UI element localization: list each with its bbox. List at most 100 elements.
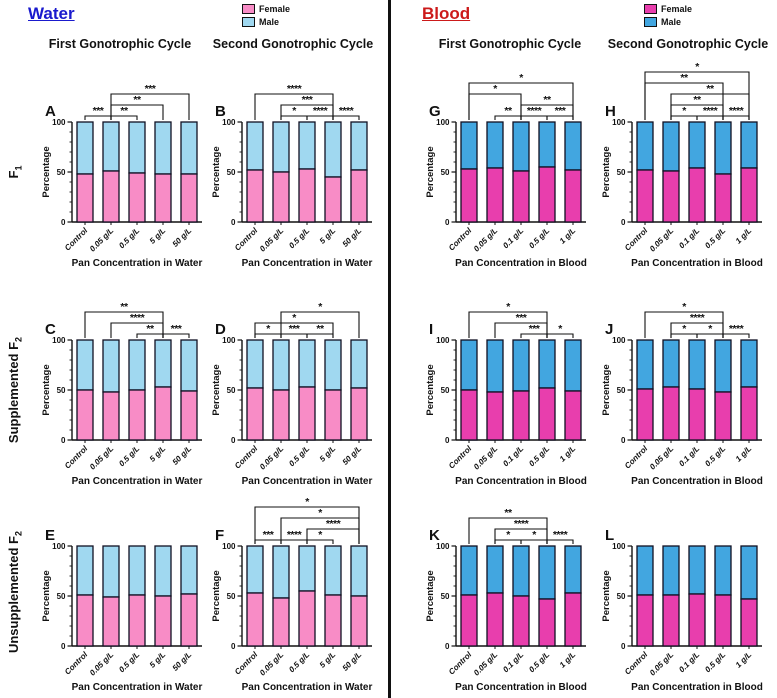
water-section-title: Water	[28, 4, 75, 23]
svg-text:Percentage: Percentage	[211, 146, 222, 197]
row-label-f1: F1	[6, 62, 28, 282]
svg-text:*: *	[318, 529, 323, 541]
svg-text:Pan Concentration in Blood: Pan Concentration in Blood	[631, 682, 763, 693]
svg-text:5 g/L: 5 g/L	[148, 444, 168, 464]
svg-text:Percentage: Percentage	[211, 570, 222, 621]
svg-text:0: 0	[621, 642, 626, 651]
svg-text:0.05 g/L: 0.05 g/L	[258, 650, 286, 678]
svg-text:100: 100	[436, 542, 450, 551]
svg-text:***: ***	[529, 323, 541, 335]
chart-panel-f: *** **** * **** * * 0 50 100 Control 0.05 g/L 0.5 g…	[210, 484, 380, 696]
svg-text:*: *	[532, 529, 537, 541]
svg-text:Control: Control	[63, 444, 90, 471]
water-first-cycle-header: First Gonotrophic Cycle	[48, 37, 192, 51]
svg-text:0.1 g/L: 0.1 g/L	[677, 444, 701, 468]
female-swatch-icon	[644, 3, 657, 14]
svg-text:I: I	[429, 321, 433, 338]
legend-item-female: Female	[242, 3, 290, 14]
svg-text:Control: Control	[447, 444, 474, 471]
svg-text:0.5 g/L: 0.5 g/L	[703, 650, 727, 674]
svg-text:*: *	[318, 301, 323, 313]
svg-text:K: K	[429, 527, 440, 544]
svg-text:50 g/L: 50 g/L	[341, 444, 364, 467]
svg-text:Control: Control	[447, 650, 474, 677]
water-second-cycle-header: Second Gonotrophic Cycle	[212, 37, 374, 51]
svg-text:0.5 g/L: 0.5 g/L	[703, 226, 727, 250]
legend-label-male: Male	[259, 16, 280, 27]
svg-text:5 g/L: 5 g/L	[148, 226, 168, 246]
svg-text:0.05 g/L: 0.05 g/L	[472, 650, 500, 678]
svg-text:*: *	[682, 323, 687, 335]
svg-text:5 g/L: 5 g/L	[318, 444, 338, 464]
blood-legend: Female Male	[644, 3, 692, 27]
svg-text:B: B	[215, 103, 226, 120]
svg-text:0: 0	[61, 218, 66, 227]
svg-text:****: ****	[130, 312, 146, 324]
chart-panel-b: * **** **** *** **** 0 50 100 Control 0.05 g/L 0.5…	[210, 60, 380, 272]
svg-text:**: **	[120, 301, 129, 313]
legend-label-female: Female	[259, 3, 291, 14]
svg-text:Pan Concentration in Blood: Pan Concentration in Blood	[631, 258, 763, 269]
svg-text:0: 0	[621, 218, 626, 227]
svg-text:G: G	[429, 103, 441, 120]
svg-text:50: 50	[617, 168, 626, 177]
svg-text:Percentage: Percentage	[425, 570, 436, 621]
blood-section-title: Blood	[422, 4, 471, 23]
svg-text:1 g/L: 1 g/L	[734, 226, 754, 246]
svg-text:L: L	[605, 527, 614, 544]
row-label-sub: 2	[13, 530, 24, 536]
svg-text:Pan Concentration in Water: Pan Concentration in Water	[72, 476, 203, 487]
svg-text:**: **	[543, 94, 552, 106]
svg-text:****: ****	[339, 105, 355, 117]
svg-text:0.05 g/L: 0.05 g/L	[88, 444, 116, 472]
svg-text:Percentage: Percentage	[41, 146, 52, 197]
row-label-supplemented-f2: Supplemented F2	[6, 280, 28, 500]
svg-text:*: *	[292, 312, 297, 324]
svg-text:0: 0	[621, 436, 626, 445]
svg-text:Control: Control	[63, 226, 90, 253]
svg-text:*: *	[493, 83, 498, 95]
svg-text:0.05 g/L: 0.05 g/L	[648, 650, 676, 678]
female-swatch-icon	[242, 3, 255, 14]
legend-item-male: Male	[242, 16, 290, 27]
svg-text:Percentage: Percentage	[41, 364, 52, 415]
row-label-prefix: Unsupplemented	[6, 543, 21, 654]
chart-panel-g: ** **** *** ** * * 0 50 100 Control 0.05 g/L 0.1 g/…	[424, 60, 594, 272]
svg-text:**: **	[133, 94, 142, 106]
chart-panel-i: *** * *** * 0 50 100 Control 0.05 g/L 0.1 g/L 0.5 …	[424, 278, 594, 490]
svg-text:100: 100	[222, 542, 236, 551]
svg-text:100: 100	[612, 542, 626, 551]
svg-text:Pan Concentration in Blood: Pan Concentration in Blood	[631, 476, 763, 487]
chart-panel-j: * * **** **** * 0 50 100 Control 0.05 g/L 0.1 g/L 0…	[600, 278, 770, 490]
svg-text:0: 0	[61, 642, 66, 651]
svg-text:****: ****	[729, 105, 745, 117]
svg-text:***: ***	[289, 323, 301, 335]
svg-text:0: 0	[445, 642, 450, 651]
row-label-base: F	[6, 170, 21, 179]
blood-first-cycle-header: First Gonotrophic Cycle	[438, 37, 582, 51]
svg-text:Pan Concentration in Water: Pan Concentration in Water	[242, 476, 373, 487]
legend-label-female: Female	[661, 3, 693, 14]
legend-label-male: Male	[661, 16, 682, 27]
svg-text:****: ****	[703, 105, 719, 117]
svg-text:100: 100	[612, 118, 626, 127]
svg-text:50: 50	[227, 386, 236, 395]
svg-text:0.1 g/L: 0.1 g/L	[677, 226, 701, 250]
svg-text:50 g/L: 50 g/L	[341, 226, 364, 249]
section-divider	[388, 0, 391, 698]
svg-text:0.5 g/L: 0.5 g/L	[703, 444, 727, 468]
svg-text:0.05 g/L: 0.05 g/L	[648, 226, 676, 254]
svg-text:1 g/L: 1 g/L	[558, 226, 578, 246]
svg-text:****: ****	[326, 518, 342, 530]
svg-text:**: **	[693, 94, 702, 106]
svg-text:50 g/L: 50 g/L	[171, 444, 194, 467]
svg-text:0.5 g/L: 0.5 g/L	[117, 444, 141, 468]
svg-text:*: *	[292, 105, 297, 117]
svg-text:J: J	[605, 321, 613, 338]
svg-text:50: 50	[441, 592, 450, 601]
svg-text:Control: Control	[623, 226, 650, 253]
svg-text:100: 100	[612, 336, 626, 345]
svg-text:Pan Concentration in Water: Pan Concentration in Water	[72, 682, 203, 693]
svg-text:0.05 g/L: 0.05 g/L	[88, 650, 116, 678]
